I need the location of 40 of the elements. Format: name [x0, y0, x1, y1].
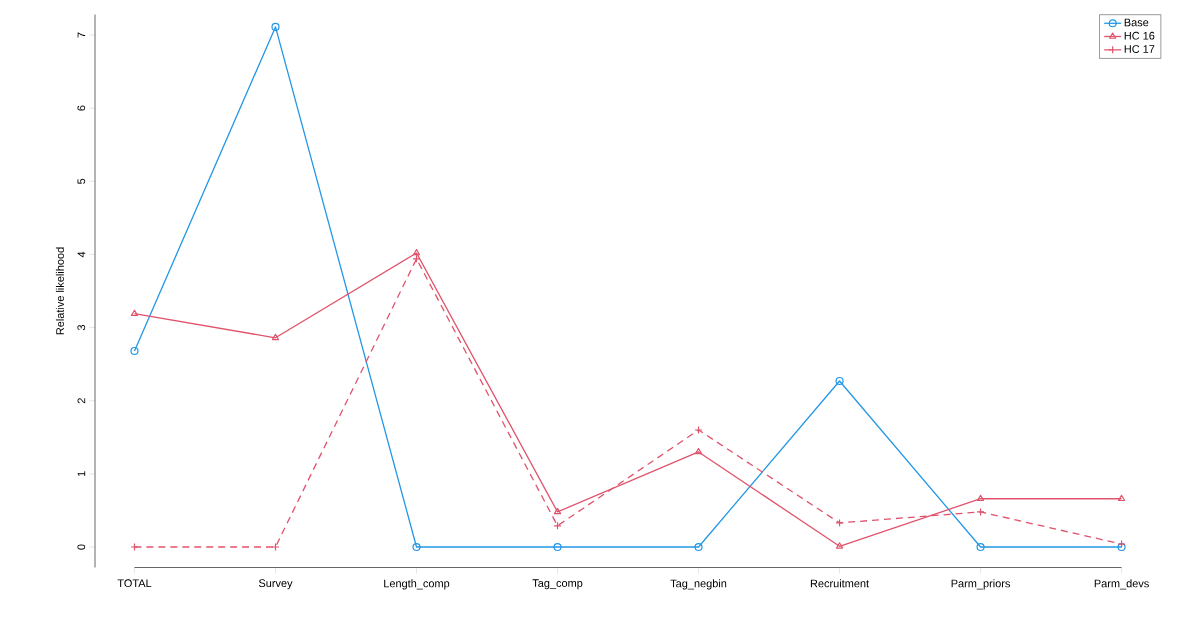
point — [835, 542, 844, 549]
y-tick-label: 2 — [77, 398, 86, 404]
point — [271, 333, 280, 341]
point — [271, 22, 280, 32]
point — [694, 542, 703, 552]
y-tick-label: 3 — [77, 325, 86, 331]
x-tick-label: Survey — [258, 579, 293, 590]
point — [976, 507, 985, 516]
point — [694, 447, 703, 455]
point — [130, 542, 139, 552]
y-tick-label: 0 — [77, 544, 86, 550]
legend-label: HC 16 — [1124, 31, 1155, 40]
x-tick-label: Tag_negbin — [670, 579, 727, 590]
point — [835, 518, 844, 527]
x-tick-label: Parm_priors — [951, 579, 1010, 590]
point — [412, 248, 421, 256]
point — [976, 494, 985, 502]
point — [130, 346, 139, 356]
point — [553, 542, 562, 552]
point — [553, 507, 562, 515]
point — [412, 542, 421, 552]
point — [835, 376, 844, 386]
x-tick-label: TOTAL — [117, 579, 152, 588]
point — [130, 309, 139, 317]
x-tick-label: Parm_devs — [1094, 579, 1149, 590]
y-tick-label: 7 — [77, 32, 86, 38]
x-tick-label: Recruitment — [810, 579, 869, 588]
y-axis-title: Relative likelihood — [55, 247, 64, 335]
y-tick-label: 6 — [77, 105, 86, 111]
point — [271, 542, 280, 552]
y-tick-label: 5 — [77, 178, 86, 184]
legend-label: Base — [1124, 18, 1149, 27]
x-tick-label: Tag_comp — [532, 579, 583, 590]
y-tick-label: 1 — [77, 471, 86, 477]
legend-label: HC 17 — [1124, 45, 1155, 53]
point — [976, 542, 985, 552]
point — [694, 425, 703, 435]
y-tick-label: 4 — [77, 251, 86, 258]
x-tick-label: Length_comp — [384, 579, 450, 590]
point — [1117, 494, 1126, 502]
